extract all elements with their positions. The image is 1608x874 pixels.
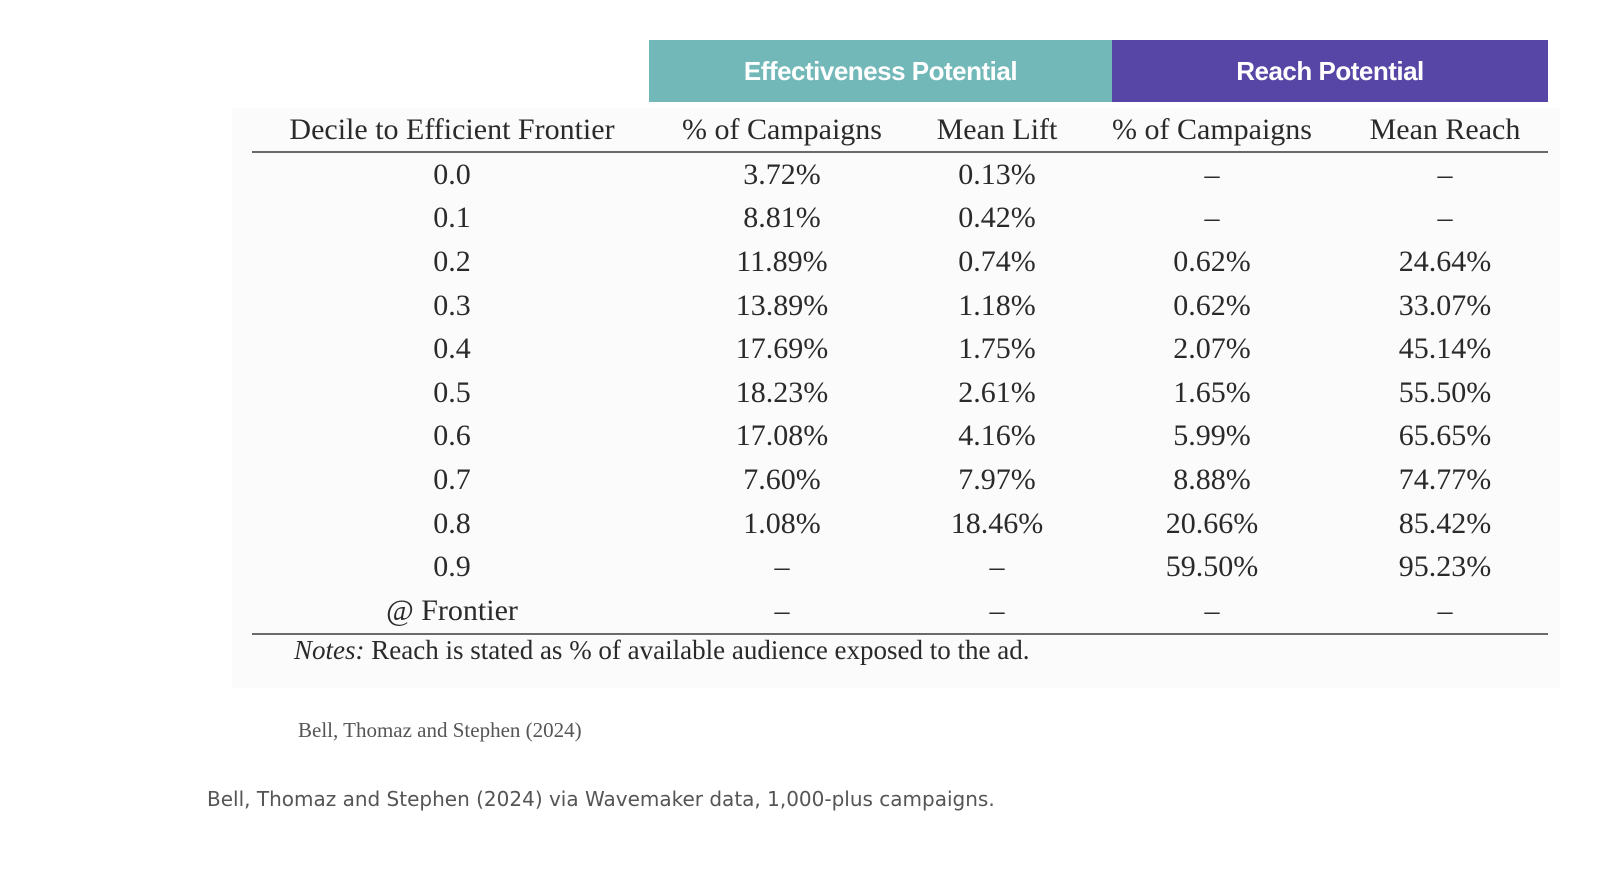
notes-text: Reach is stated as % of available audien… bbox=[371, 635, 1030, 665]
table-row: 0.9 – – 59.50% 95.23% bbox=[252, 545, 1548, 589]
cell-mean-reach: 33.07% bbox=[1398, 288, 1492, 322]
table-row: 0.1 8.81% 0.42% – – bbox=[252, 197, 1548, 241]
cell-decile: 0.6 bbox=[433, 419, 471, 453]
column-header-eff-campaigns: % of Campaigns bbox=[652, 108, 912, 153]
cell-mean-reach: 45.14% bbox=[1398, 332, 1492, 366]
cell-eff-campaigns: 7.60% bbox=[743, 462, 821, 496]
cell-decile: 0.9 bbox=[433, 550, 471, 584]
reach-potential-label: Reach Potential bbox=[1236, 55, 1424, 86]
cell-mean-reach: 65.65% bbox=[1398, 419, 1492, 453]
cell-mean-lift: – bbox=[912, 588, 1082, 635]
image-credit: Bell, Thomaz and Stephen (2024) bbox=[298, 718, 582, 742]
cell-mean-reach: – bbox=[1342, 588, 1548, 635]
figure-caption: Bell, Thomaz and Stephen (2024) via Wave… bbox=[207, 787, 995, 811]
cell-reach-campaigns: 8.88% bbox=[1173, 462, 1251, 496]
effectiveness-potential-label: Effectiveness Potential bbox=[743, 55, 1018, 86]
cell-mean-reach: 24.64% bbox=[1398, 244, 1492, 278]
cell-decile: 0.5 bbox=[433, 375, 471, 409]
cell-decile: @ Frontier bbox=[252, 588, 652, 635]
table-row: 0.8 1.08% 18.46% 20.66% 85.42% bbox=[252, 502, 1548, 546]
cell-reach-campaigns: – bbox=[1204, 201, 1220, 235]
cell-mean-reach: 85.42% bbox=[1398, 506, 1492, 540]
cell-mean-lift: – bbox=[989, 550, 1005, 584]
cell-eff-campaigns: 17.08% bbox=[735, 419, 829, 453]
cell-decile: 0.1 bbox=[433, 201, 471, 235]
table-row: 0.7 7.60% 7.97% 8.88% 74.77% bbox=[252, 458, 1548, 502]
table-row: 0.6 17.08% 4.16% 5.99% 65.65% bbox=[252, 415, 1548, 459]
cell-eff-campaigns: 1.08% bbox=[743, 506, 821, 540]
cell-reach-campaigns: 20.66% bbox=[1165, 506, 1259, 540]
cell-reach-campaigns: 0.62% bbox=[1173, 244, 1251, 278]
table-row: 0.5 18.23% 2.61% 1.65% 55.50% bbox=[252, 371, 1548, 415]
cell-decile: 0.7 bbox=[433, 462, 471, 496]
cell-decile: 0.4 bbox=[433, 332, 471, 366]
cell-mean-reach: 74.77% bbox=[1398, 462, 1492, 496]
cell-decile: 0.3 bbox=[433, 288, 471, 322]
cell-decile: 0.0 bbox=[433, 157, 471, 191]
cell-mean-lift: 0.42% bbox=[958, 201, 1036, 235]
column-header-reach-campaigns: % of Campaigns bbox=[1082, 108, 1342, 153]
cell-mean-lift: 7.97% bbox=[958, 462, 1036, 496]
table-row: @ Frontier – – – – bbox=[252, 588, 1548, 635]
cell-reach-campaigns: 59.50% bbox=[1165, 550, 1259, 584]
cell-eff-campaigns: 11.89% bbox=[736, 244, 828, 278]
cell-reach-campaigns: 2.07% bbox=[1173, 332, 1251, 366]
cell-reach-campaigns: – bbox=[1204, 157, 1220, 191]
cell-mean-reach: – bbox=[1437, 157, 1453, 191]
column-header-decile: Decile to Efficient Frontier bbox=[252, 108, 652, 153]
cell-mean-reach: – bbox=[1437, 201, 1453, 235]
cell-mean-lift: 0.74% bbox=[958, 244, 1036, 278]
cell-mean-lift: 1.18% bbox=[958, 288, 1036, 322]
effectiveness-potential-header: Effectiveness Potential bbox=[649, 40, 1112, 102]
cell-mean-lift: 0.13% bbox=[958, 157, 1036, 191]
cell-reach-campaigns: 5.99% bbox=[1173, 419, 1251, 453]
table-row: 0.3 13.89% 1.18% 0.62% 33.07% bbox=[252, 284, 1548, 328]
cell-eff-campaigns: 8.81% bbox=[743, 201, 821, 235]
cell-reach-campaigns: 1.65% bbox=[1173, 375, 1251, 409]
cell-decile: 0.8 bbox=[433, 506, 471, 540]
cell-mean-lift: 18.46% bbox=[950, 506, 1044, 540]
table-row: 0.2 11.89% 0.74% 0.62% 24.64% bbox=[252, 240, 1548, 284]
cell-eff-campaigns: 3.72% bbox=[743, 157, 821, 191]
cell-mean-lift: 1.75% bbox=[958, 332, 1036, 366]
table-header-row: Decile to Efficient Frontier % of Campai… bbox=[252, 108, 1548, 153]
cell-mean-reach: 55.50% bbox=[1398, 375, 1492, 409]
cell-eff-campaigns: – bbox=[774, 550, 790, 584]
cell-eff-campaigns: 18.23% bbox=[735, 375, 829, 409]
table-body: 0.0 3.72% 0.13% – –0.1 8.81% 0.42% – –0.2 11.89% 0… bbox=[252, 152, 1548, 635]
cell-mean-lift: 4.16% bbox=[958, 419, 1036, 453]
cell-decile: 0.2 bbox=[433, 244, 471, 278]
cell-mean-lift: 2.61% bbox=[958, 375, 1036, 409]
table-row: 0.0 3.72% 0.13% – – bbox=[252, 152, 1548, 197]
cell-mean-reach: 95.23% bbox=[1398, 550, 1492, 584]
table-notes: Notes: Reach is stated as % of available… bbox=[294, 635, 1030, 666]
cell-eff-campaigns: 17.69% bbox=[735, 332, 829, 366]
table-row: 0.4 17.69% 1.75% 2.07% 45.14% bbox=[252, 327, 1548, 371]
column-header-mean-lift: Mean Lift bbox=[912, 108, 1082, 153]
frontier-decile-table: Decile to Efficient Frontier % of Campai… bbox=[252, 108, 1548, 635]
cell-reach-campaigns: 0.62% bbox=[1173, 288, 1251, 322]
cell-eff-campaigns: 13.89% bbox=[735, 288, 829, 322]
column-header-mean-reach: Mean Reach bbox=[1342, 108, 1548, 153]
notes-label: Notes: bbox=[294, 635, 365, 665]
cell-reach-campaigns: – bbox=[1082, 588, 1342, 635]
cell-eff-campaigns: – bbox=[652, 588, 912, 635]
reach-potential-header: Reach Potential bbox=[1112, 40, 1548, 102]
